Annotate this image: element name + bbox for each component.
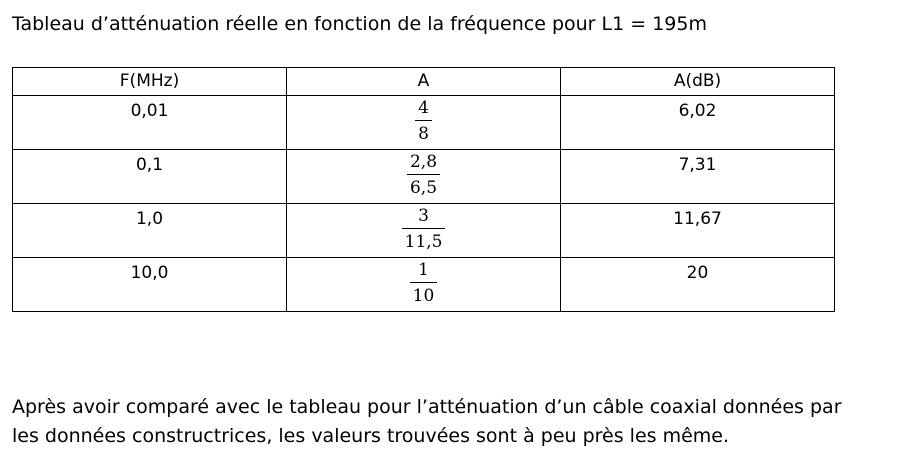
header-frequency: F(MHz)	[12, 67, 287, 96]
page-title: Tableau d’atténuation réelle en fonction…	[12, 13, 707, 35]
fraction-numerator: 1	[418, 260, 429, 280]
fraction-bar	[401, 228, 446, 229]
fraction: 3 11,5	[401, 206, 446, 252]
fraction-denominator: 6,5	[409, 178, 438, 198]
fraction: 4 8	[415, 98, 432, 144]
table-header-row: F(MHz) A A(dB)	[12, 67, 835, 96]
cell-db: 7,31	[560, 149, 835, 204]
table-row: 0,1 2,8 6,5 7,31	[12, 149, 835, 204]
cell-ratio: 2,8 6,5	[286, 149, 561, 204]
fraction: 1 10	[409, 260, 438, 306]
attenuation-table: F(MHz) A A(dB) 0,01 4 8 6,02 0,1 2,8	[12, 67, 835, 312]
fraction-denominator: 11,5	[404, 232, 443, 252]
header-attenuation-ratio: A	[286, 67, 561, 96]
fraction-denominator: 10	[412, 286, 435, 306]
table-row: 10,0 1 10 20	[12, 257, 835, 312]
cell-db: 20	[560, 257, 835, 312]
cell-frequency: 1,0	[12, 203, 287, 258]
fraction-bar	[406, 174, 441, 175]
fraction-numerator: 4	[418, 98, 429, 118]
cell-frequency: 0,1	[12, 149, 287, 204]
cell-db: 6,02	[560, 95, 835, 150]
fraction-bar	[415, 120, 432, 121]
table-row: 1,0 3 11,5 11,67	[12, 203, 835, 258]
cell-frequency: 10,0	[12, 257, 287, 312]
fraction: 2,8 6,5	[406, 152, 441, 198]
cell-ratio: 4 8	[286, 95, 561, 150]
conclusion-paragraph: Après avoir comparé avec le tableau pour…	[12, 396, 842, 447]
cell-frequency: 0,01	[12, 95, 287, 150]
cell-ratio: 3 11,5	[286, 203, 561, 258]
cell-ratio: 1 10	[286, 257, 561, 312]
fraction-numerator: 3	[418, 206, 429, 226]
cell-db: 11,67	[560, 203, 835, 258]
fraction-denominator: 8	[418, 124, 429, 144]
fraction-numerator: 2,8	[409, 152, 438, 172]
table-row: 0,01 4 8 6,02	[12, 95, 835, 150]
fraction-bar	[409, 282, 438, 283]
header-attenuation-db: A(dB)	[560, 67, 835, 96]
